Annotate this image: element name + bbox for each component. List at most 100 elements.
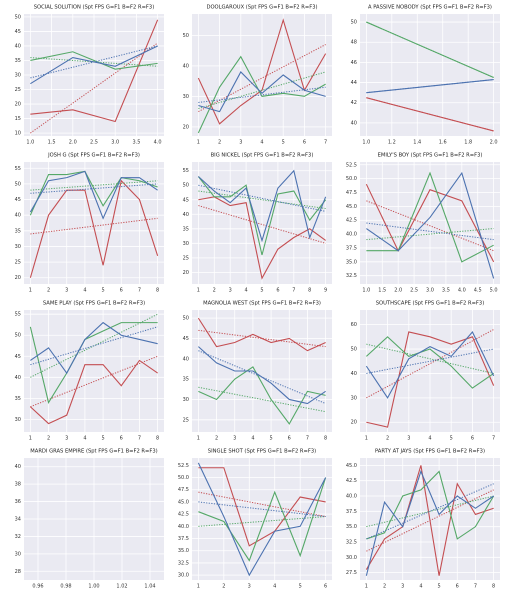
y-tick-label: 30	[15, 417, 21, 423]
x-tick-label: 6	[120, 288, 123, 294]
y-tick-label: 47.5	[178, 487, 189, 493]
series-line	[30, 51, 158, 70]
y-tick-label: 35	[15, 228, 21, 234]
x-tick-label: 3.0	[111, 140, 119, 146]
y-tick-label: 30	[183, 241, 189, 247]
y-tick-label: 40	[15, 43, 21, 49]
x-tick-label: 3.5	[442, 288, 450, 294]
x-tick-label: 3.0	[426, 288, 434, 294]
x-tick-label: 4	[251, 436, 254, 442]
y-tick-label: 37.5	[346, 245, 357, 251]
y-tick-label: 36	[15, 499, 21, 505]
trend-line	[30, 217, 158, 235]
x-tick-label: 7	[324, 140, 327, 146]
y-tick-label: 45	[15, 197, 21, 203]
series-line	[198, 366, 326, 425]
y-tick-label: 47.5	[346, 190, 357, 196]
y-tick-label: 50	[183, 183, 189, 189]
y-tick-label: 40.0	[346, 494, 357, 500]
x-tick-label: 1.0	[362, 288, 370, 294]
y-tick-label: 40	[183, 356, 189, 362]
y-tick-label: 52.5	[346, 162, 357, 168]
trend-line	[30, 57, 158, 67]
trend-line	[366, 348, 494, 374]
y-tick-label: 20	[351, 420, 357, 426]
y-tick-label: 45	[15, 354, 21, 360]
chart-title: SOUTHSCAPE (Spt FPS G=F1 B=F2 R=F3)	[376, 301, 485, 307]
x-tick-label: 1.2	[388, 140, 396, 146]
chart-title: SOCIAL SOLUTION (Spt FPS G=F1 B=F2 R=F3)	[34, 5, 154, 11]
series-line	[197, 462, 327, 577]
trend-line	[198, 501, 326, 518]
chart-title: DOOLGAROUX (Spt FPS G=F1 B=F2 R=F3)	[206, 5, 317, 11]
x-tick-label: 0.98	[60, 584, 71, 590]
trend-line	[366, 495, 494, 528]
trend-line	[198, 71, 326, 110]
trend-line	[198, 386, 326, 413]
chart-title: BIG NICKEL (Spt FPS G=F1 B=F2 R=F3)	[211, 153, 314, 159]
x-tick-label: 2.5	[90, 140, 98, 146]
x-tick-label: 8	[324, 436, 327, 442]
x-tick-label: 5	[269, 436, 272, 442]
series-line	[365, 469, 494, 576]
x-tick-label: 3	[248, 584, 251, 590]
x-tick-label: 2	[218, 140, 221, 146]
x-tick-label: 1	[29, 436, 32, 442]
y-tick-label: 35.0	[346, 524, 357, 530]
y-tick-label: 35.0	[346, 259, 357, 265]
series-line	[29, 179, 159, 278]
y-tick-label: 40	[15, 464, 21, 470]
y-tick-label: 55	[15, 166, 21, 172]
x-tick-label: 5	[282, 140, 285, 146]
plot-area	[360, 14, 500, 136]
x-tick-label: 2	[222, 584, 225, 590]
chart-title: SAME PLAY (Spt FPS G=F1 B=F2 R=F3)	[43, 301, 145, 307]
x-tick-label: 1.5	[378, 288, 386, 294]
y-tick-label: 30.0	[346, 555, 357, 561]
x-tick-label: 3	[229, 288, 232, 294]
trend-line	[366, 79, 494, 94]
x-tick-label: 2	[47, 288, 50, 294]
y-tick-label: 35	[183, 377, 189, 383]
trend-line	[366, 483, 494, 540]
x-tick-label: 2.0	[394, 288, 402, 294]
y-tick-label: 45	[183, 197, 189, 203]
y-tick-label: 15	[15, 116, 21, 122]
x-tick-label: 1.0	[26, 140, 34, 146]
x-tick-label: 1	[365, 584, 368, 590]
x-tick-label: 1	[197, 288, 200, 294]
series-line	[366, 171, 494, 263]
x-tick-label: 1.02	[116, 584, 127, 590]
y-tick-label: 10	[15, 131, 21, 137]
y-tick-label: 50	[183, 316, 189, 322]
x-tick-label: 3	[233, 436, 236, 442]
x-tick-label: 2.5	[410, 288, 418, 294]
y-tick-label: 50	[15, 181, 21, 187]
y-tick-label: 27.5	[346, 570, 357, 576]
x-tick-label: 7	[292, 288, 295, 294]
y-tick-label: 30	[351, 395, 357, 401]
y-tick-label: 28	[15, 569, 21, 575]
x-tick-label: 5	[260, 288, 263, 294]
y-tick-label: 30	[15, 244, 21, 250]
x-tick-label: 6	[471, 436, 474, 442]
x-tick-label: 1	[197, 140, 200, 146]
y-tick-label: 55	[183, 168, 189, 174]
y-tick-label: 35	[15, 396, 21, 402]
trend-line	[366, 489, 494, 552]
y-tick-label: 40.0	[178, 524, 189, 530]
series-line	[30, 19, 159, 123]
y-tick-label: 50	[15, 333, 21, 339]
y-tick-label: 30	[183, 397, 189, 403]
trend-line	[198, 491, 326, 518]
x-tick-label: 5	[299, 584, 302, 590]
y-tick-label: 40.0	[346, 232, 357, 238]
y-tick-label: 37.5	[178, 536, 189, 542]
trend-line	[198, 329, 326, 348]
x-tick-label: 6	[120, 436, 123, 442]
x-tick-label: 1	[365, 436, 368, 442]
trend-line	[30, 355, 158, 408]
x-tick-label: 6	[276, 288, 279, 294]
y-tick-label: 60	[351, 322, 357, 328]
x-tick-label: 6	[324, 584, 327, 590]
